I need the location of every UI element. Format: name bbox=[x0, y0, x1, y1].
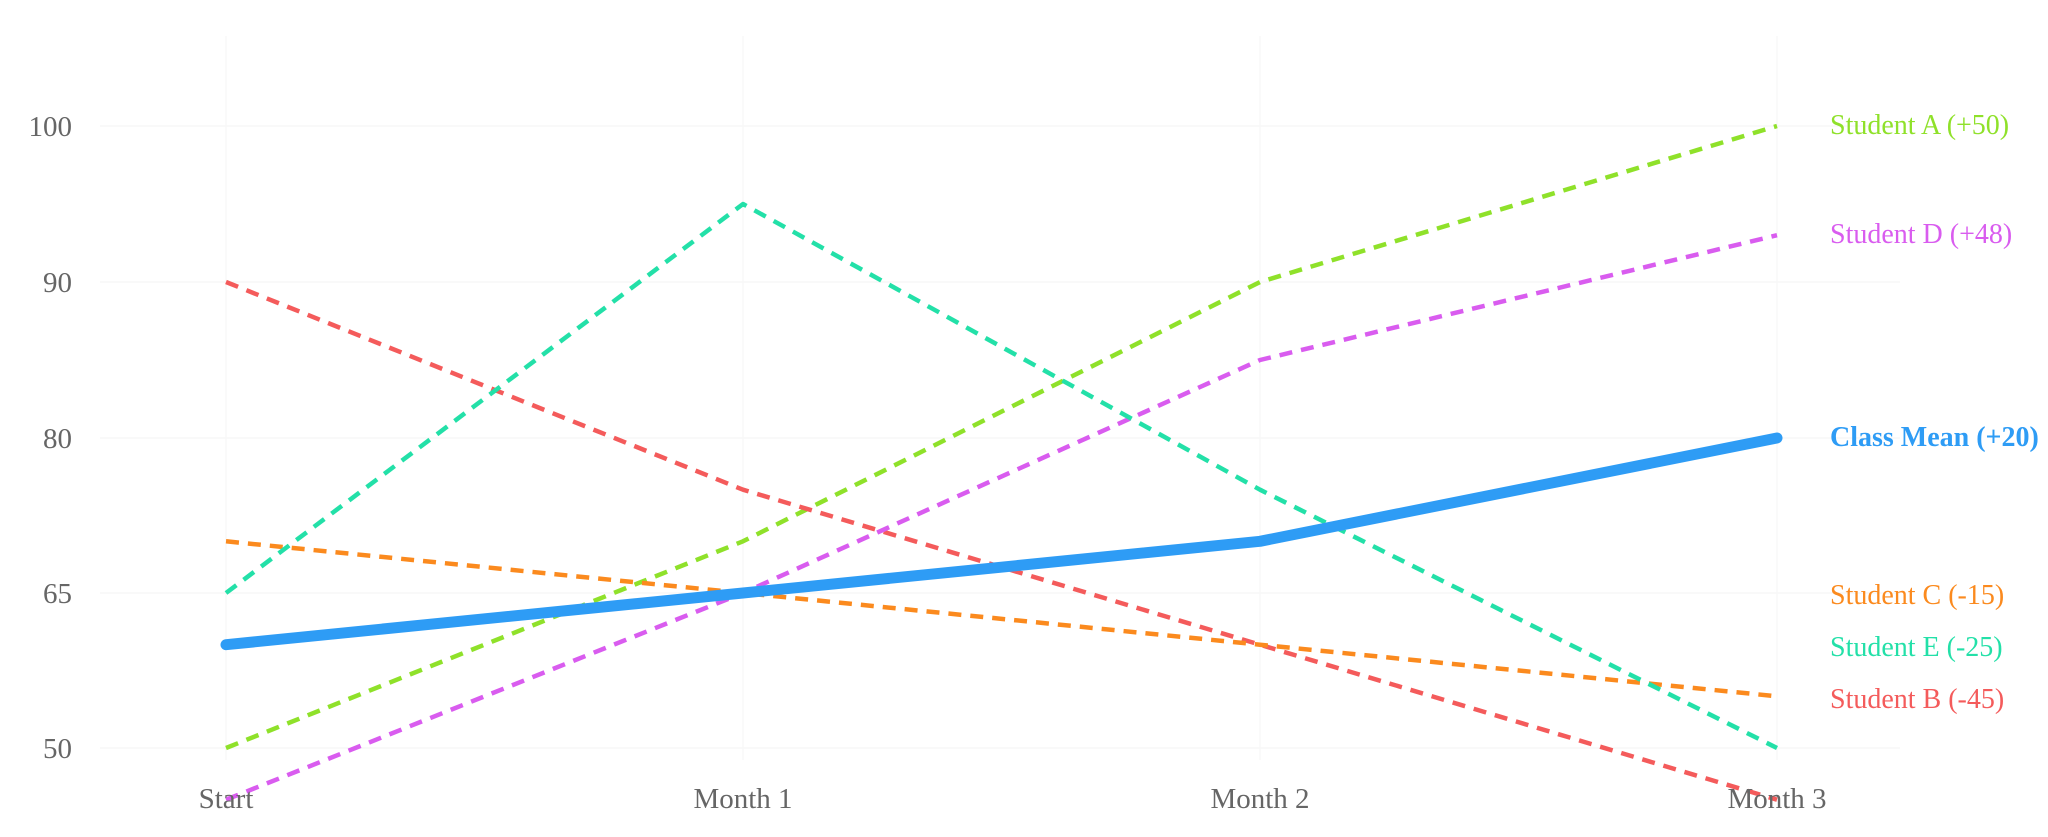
series-label-student-c: Student C (-15) bbox=[1830, 580, 2004, 611]
series-line-student-b bbox=[225, 279, 1778, 802]
series-label-student-d: Student D (+48) bbox=[1830, 219, 2012, 250]
series-line-student-d bbox=[225, 233, 1778, 802]
x-tick-label: Start bbox=[199, 783, 254, 815]
series-label-student-e: Student E (-25) bbox=[1830, 632, 2003, 663]
series-line-student-e bbox=[224, 201, 1779, 751]
series-label-class-mean: Class Mean (+20) bbox=[1830, 422, 2039, 453]
y-axis-ticks: 50 65 80 90 100 bbox=[29, 111, 73, 765]
series-labels: Student A (+50) Student D (+48) Class Mean… bbox=[1830, 110, 2039, 715]
y-tick-label: 65 bbox=[43, 578, 72, 610]
series-label-student-b: Student B (-45) bbox=[1830, 684, 2004, 715]
y-tick-label: 100 bbox=[29, 111, 73, 143]
x-tick-label: Month 3 bbox=[1727, 783, 1826, 815]
y-tick-label: 90 bbox=[43, 267, 72, 299]
series-lines bbox=[220, 123, 1783, 802]
series-line-class-mean bbox=[220, 432, 1783, 651]
x-tick-label: Month 2 bbox=[1210, 783, 1309, 815]
x-tick-label: Month 1 bbox=[693, 783, 792, 815]
x-axis-ticks: Start Month 1 Month 2 Month 3 bbox=[199, 783, 1827, 815]
y-tick-label: 80 bbox=[43, 423, 72, 455]
series-label-student-a: Student A (+50) bbox=[1830, 110, 2009, 141]
grid bbox=[100, 36, 1900, 760]
series-line-student-a bbox=[225, 123, 1778, 751]
y-tick-label: 50 bbox=[43, 733, 72, 765]
series-line-student-c bbox=[225, 539, 1778, 699]
